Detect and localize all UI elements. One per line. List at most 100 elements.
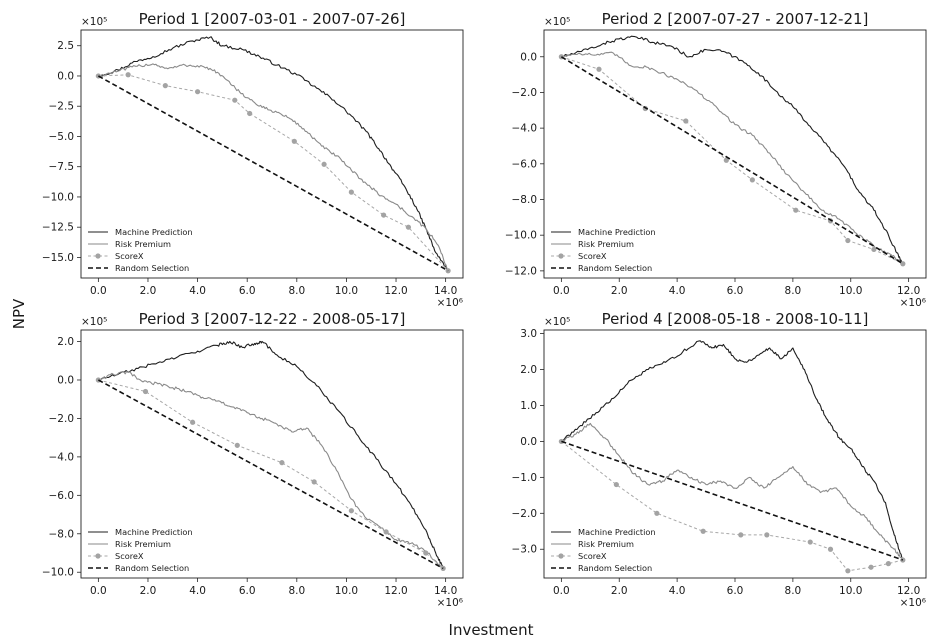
scorex-point: [845, 237, 851, 244]
chart-title: Period 3 [2007-12-22 - 2008-05-17]: [139, 310, 406, 328]
series-line-risk-premium: [561, 51, 904, 265]
y-exponent-label: ×10⁵: [544, 316, 570, 328]
scorex-point: [142, 388, 149, 395]
x-tick-label: 14.0: [434, 285, 457, 297]
y-tick-label: 0.0: [520, 436, 537, 448]
scorex-point: [311, 479, 317, 485]
legend-marker: [95, 553, 101, 559]
y-tick-label: −10.0: [42, 567, 74, 579]
scorex-point: [247, 110, 253, 117]
legend-label: Machine Prediction: [578, 227, 656, 237]
scorex-point: [405, 224, 412, 230]
chart-panel-4: Period 4 [2008-05-18 - 2008-10-11] ×10⁵ ×1…: [512, 310, 927, 609]
scorex-point: [348, 508, 354, 514]
y-tick-label: −10.0: [42, 191, 74, 203]
y-tick-label: −8.0: [49, 528, 75, 540]
legend-label: ScoreX: [115, 551, 144, 561]
y-tick-label: −12.5: [42, 222, 74, 234]
legend-label: Random Selection: [578, 263, 652, 273]
y-tick-label: −10.0: [505, 230, 537, 242]
series-line-random-selection: [561, 440, 904, 561]
series-line-risk-premium: [561, 422, 904, 561]
scorex-point: [807, 539, 813, 545]
y-tick-label: −1.0: [512, 472, 538, 484]
y-tick-label: −4.0: [49, 451, 75, 463]
scorex-point: [381, 212, 387, 218]
y-tick-label: −5.0: [49, 131, 75, 143]
legend: Machine Prediction Risk Premium ScoreX Rand…: [551, 527, 656, 573]
scorex-point: [125, 72, 131, 78]
series-line-scorex: [561, 441, 903, 572]
x-tick-label: 8.0: [288, 285, 305, 297]
series-line-random-selection: [560, 56, 904, 265]
x-tick-label: 2.0: [611, 585, 628, 597]
series-group: [95, 36, 451, 274]
scorex-point: [348, 189, 354, 195]
scorex-point: [900, 557, 906, 563]
scorex-point: [596, 66, 602, 72]
y-tick-label: 0.0: [57, 374, 74, 386]
y-tick-label: −3.0: [512, 544, 538, 556]
y-tick-label: −15.0: [42, 252, 74, 264]
series-line-random-selection: [98, 75, 449, 272]
plot-frame: [80, 329, 464, 579]
scorex-point: [423, 550, 429, 556]
y-tick-label: 0.0: [57, 70, 74, 82]
x-tick-label: 8.0: [288, 585, 305, 597]
scorex-point: [868, 564, 874, 570]
chart-panel-2: Period 2 [2007-07-27 - 2007-12-21] ×10⁵ ×1…: [505, 10, 927, 309]
x-tick-label: 10.0: [335, 585, 358, 597]
legend-marker: [95, 253, 101, 259]
x-exponent-label: ×10⁶: [437, 297, 463, 309]
scorex-point: [194, 89, 201, 95]
chart-title: Period 4 [2008-05-18 - 2008-10-11]: [602, 310, 869, 328]
series-group: [558, 340, 906, 574]
scorex-point: [749, 177, 755, 183]
x-tick-label: 6.0: [727, 285, 744, 297]
scorex-point: [845, 568, 851, 574]
x-exponent-label: ×10⁶: [900, 297, 926, 309]
x-tick-label: 0.0: [553, 285, 570, 297]
scorex-point: [738, 532, 744, 538]
x-exponent-label: ×10⁶: [437, 597, 463, 609]
scorex-point: [279, 460, 285, 466]
x-tick-label: 2.0: [611, 285, 628, 297]
x-tick-label: 4.0: [189, 585, 206, 597]
y-tick-label: −2.0: [49, 413, 75, 425]
legend-label: Risk Premium: [578, 539, 634, 549]
scorex-point: [900, 261, 906, 267]
series-line-machine-prediction: [561, 340, 904, 561]
y-tick-label: −12.0: [505, 265, 537, 277]
x-tick-label: 12.0: [897, 285, 920, 297]
y-exponent-label: ×10⁵: [81, 16, 107, 28]
panels: Period 1 [2007-03-01 - 2007-07-26] ×10⁵ ×1…: [42, 10, 927, 609]
scorex-point: [764, 532, 770, 538]
legend: Machine Prediction Risk Premium ScoreX Rand…: [88, 527, 193, 573]
x-tick-label: 6.0: [239, 585, 256, 597]
x-tick-label: 2.0: [140, 285, 157, 297]
legend-label: Machine Prediction: [578, 527, 656, 537]
x-tick-label: 10.0: [335, 285, 358, 297]
x-tick-label: 0.0: [90, 285, 107, 297]
x-tick-label: 2.0: [140, 585, 157, 597]
scorex-point: [613, 481, 619, 488]
chart-panel-1: Period 1 [2007-03-01 - 2007-07-26] ×10⁵ ×1…: [42, 10, 464, 309]
series-line-scorex: [98, 379, 444, 569]
y-tick-label: 2.5: [57, 40, 74, 52]
series-line-machine-prediction: [561, 35, 904, 265]
y-tick-label: 0.0: [520, 51, 537, 63]
figure-xlabel: Investment: [449, 621, 534, 639]
series-line-random-selection: [98, 379, 444, 570]
series-line-scorex: [98, 74, 449, 272]
x-tick-label: 10.0: [839, 585, 862, 597]
x-tick-label: 6.0: [727, 585, 744, 597]
y-tick-label: −2.0: [512, 87, 538, 99]
legend: Machine Prediction Risk Premium ScoreX Rand…: [88, 227, 193, 273]
chart-panel-3: Period 3 [2007-12-22 - 2008-05-17] ×10⁵ ×1…: [42, 310, 464, 609]
figure-ylabel: NPV: [10, 298, 28, 329]
chart-title: Period 1 [2007-03-01 - 2007-07-26]: [139, 10, 406, 28]
scorex-point: [291, 138, 297, 144]
legend-label: Risk Premium: [578, 239, 634, 249]
scorex-point: [234, 442, 240, 448]
